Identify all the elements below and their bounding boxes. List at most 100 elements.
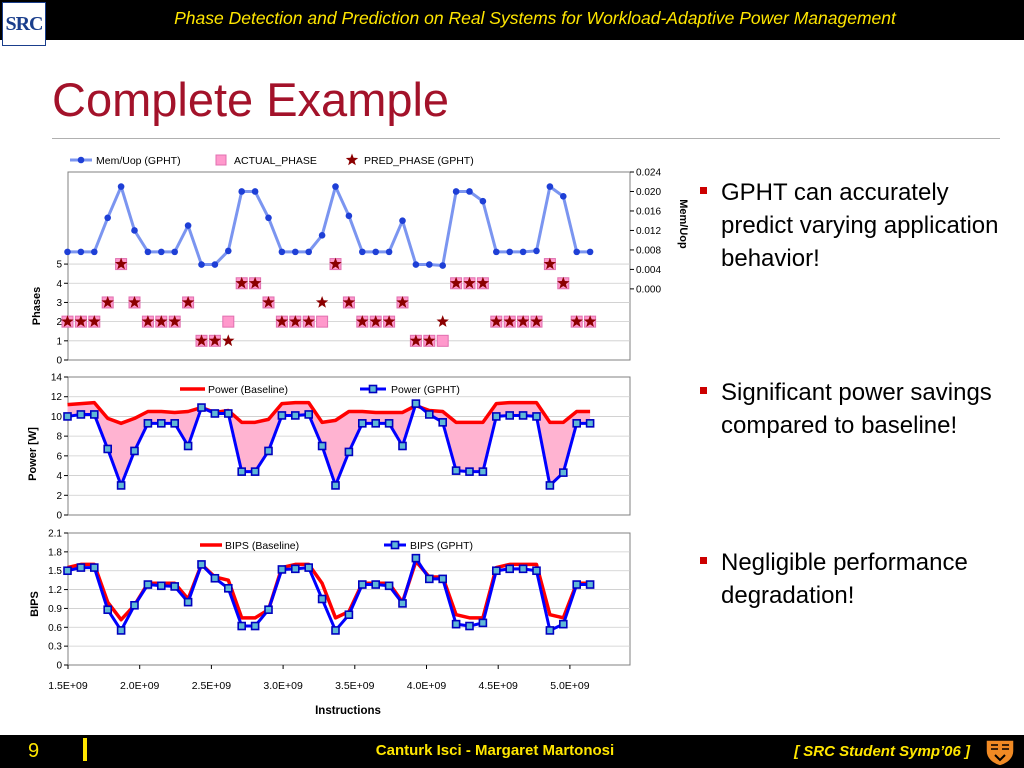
bips-gpht-marker: [411, 553, 421, 563]
bullet-marker-icon: [700, 187, 707, 194]
power-gpht-marker: [398, 441, 407, 451]
bips-gpht-marker: [304, 563, 314, 572]
power-gpht-marker: [90, 410, 99, 419]
bips-gpht-marker: [157, 581, 166, 591]
pred-phase-star: [262, 295, 275, 308]
complete-example-chart: 0123450.0000.0040.0080.0120.0160.0200.02…: [27, 153, 689, 717]
legend-pred-phase-star: [345, 153, 359, 166]
bips-panel: 0 0.3 0.6 0.9 1.2 1.5 1.8 2.1 BIPS BIPS (Baseline…: [29, 529, 631, 717]
power-gpht-marker: [277, 411, 287, 420]
power-gpht-marker: [545, 481, 555, 490]
y-tick-label: 4: [56, 471, 62, 482]
bips-gpht-marker: [398, 599, 407, 608]
mem-uop-point: [533, 247, 540, 255]
mem-uop-point: [278, 248, 286, 256]
x-tick-label: 2.5E+09: [192, 680, 232, 692]
mem-uop-point: [77, 248, 85, 256]
power-gpht-marker: [116, 481, 126, 490]
mem-uop-point: [546, 183, 554, 190]
bips-gpht-marker: [572, 580, 582, 589]
pred-phase-star: [195, 334, 208, 347]
power-gpht-marker: [290, 411, 300, 420]
power-gpht-marker: [585, 419, 595, 428]
actual-phase-marker: [316, 315, 329, 328]
mem-uop-point: [131, 227, 138, 234]
bips-gpht-marker: [143, 580, 153, 589]
mem-uop-point: [412, 261, 420, 268]
mem-uop-point: [399, 217, 406, 225]
pred-phase-star: [61, 315, 74, 327]
pred-phase-star: [423, 334, 436, 347]
mem-uop-point: [117, 183, 125, 190]
bips-gpht-marker: [331, 626, 340, 635]
mem-uop-point: [292, 248, 299, 256]
power-baseline-line: [67, 400, 591, 426]
power-gpht-marker: [411, 399, 421, 408]
power-gpht-marker: [157, 419, 166, 428]
power-gpht-marker: [344, 447, 354, 457]
x-tick-label: 3.5E+09: [335, 680, 375, 692]
pred-phase-star: [583, 315, 597, 327]
mem-uop-point: [426, 261, 433, 268]
pred-phase-star: [396, 295, 409, 308]
power-gpht-marker: [331, 481, 340, 490]
footer-authors: Canturk Isci - Margaret Martonosi: [375, 742, 615, 759]
bips-gpht-marker: [116, 626, 126, 635]
footer-venue: [ SRC Student Symp’06 ]: [794, 743, 970, 760]
mem-uop-axis-label: Mem/Uop: [677, 199, 689, 249]
x-axis-label: Instructions: [315, 705, 381, 717]
mem-uop-point: [265, 214, 272, 222]
y-right-tick-label: 0.000: [636, 284, 661, 295]
mem-uop-line: [67, 185, 591, 268]
power-gpht-line: [67, 402, 591, 487]
mem-uop-point: [439, 262, 447, 269]
bullet-list: GPHT can accurately predict varying appl…: [700, 176, 1010, 612]
y-tick-label: 0.6: [48, 623, 62, 634]
bips-gpht-marker: [224, 584, 233, 593]
mem-uop-point: [519, 248, 527, 256]
power-gpht-marker: [197, 403, 206, 412]
mem-uop-point: [359, 248, 366, 256]
pred-phase-star: [476, 276, 490, 289]
footer-bar: 9 Canturk Isci - Margaret Martonosi [ SR…: [0, 735, 1024, 768]
legend-mem-uop-label: Mem/Uop (GPHT): [96, 155, 181, 167]
power-gpht-marker: [103, 444, 112, 454]
mem-uop-point: [198, 261, 205, 268]
legend-bips-gpht-label: BIPS (GPHT): [410, 540, 473, 552]
power-gpht-marker: [357, 419, 367, 428]
legend-power-baseline-label: Power (Baseline): [208, 384, 288, 396]
bips-gpht-marker: [250, 621, 260, 631]
power-gpht-marker: [491, 412, 501, 421]
bips-gpht-marker: [237, 621, 246, 631]
y-tick-label: 8: [56, 432, 62, 443]
mem-uop-point: [158, 248, 165, 256]
bips-gpht-marker: [451, 619, 461, 629]
pred-phase-star: [74, 315, 88, 327]
power-panel: 0 2 4 6 8 10 12 14 Power [W] Power (Baseline) Powe…: [27, 373, 631, 522]
y-right-tick-label: 0.008: [636, 245, 661, 256]
y-right-tick-label: 0.004: [636, 265, 661, 276]
power-gpht-marker: [558, 468, 568, 477]
mem-uop-point: [184, 222, 192, 229]
mem-uop-point: [238, 188, 245, 195]
power-gpht-marker: [451, 466, 461, 475]
y-tick-label: 4: [56, 279, 62, 290]
y-tick-label: 2: [56, 491, 62, 502]
pred-phase-star: [222, 334, 235, 347]
power-gpht-marker: [63, 412, 72, 421]
bips-gpht-marker: [197, 560, 206, 569]
bips-gpht-marker: [130, 600, 139, 610]
power-gpht-marker: [170, 419, 179, 428]
mem-uop-point: [560, 193, 567, 200]
mem-uop-point: [211, 261, 219, 268]
bips-gpht-marker: [90, 563, 99, 572]
slide-title: Complete Example: [52, 73, 450, 126]
mem-uop-point: [91, 248, 98, 256]
bips-gpht-marker: [532, 566, 541, 576]
mem-uop-point: [345, 212, 353, 220]
power-gpht-marker: [76, 410, 86, 419]
y-tick-label: 1.2: [48, 585, 62, 596]
bips-gpht-marker: [357, 580, 367, 589]
mem-uop-point: [332, 183, 339, 190]
y-tick-label: 0: [56, 661, 62, 672]
